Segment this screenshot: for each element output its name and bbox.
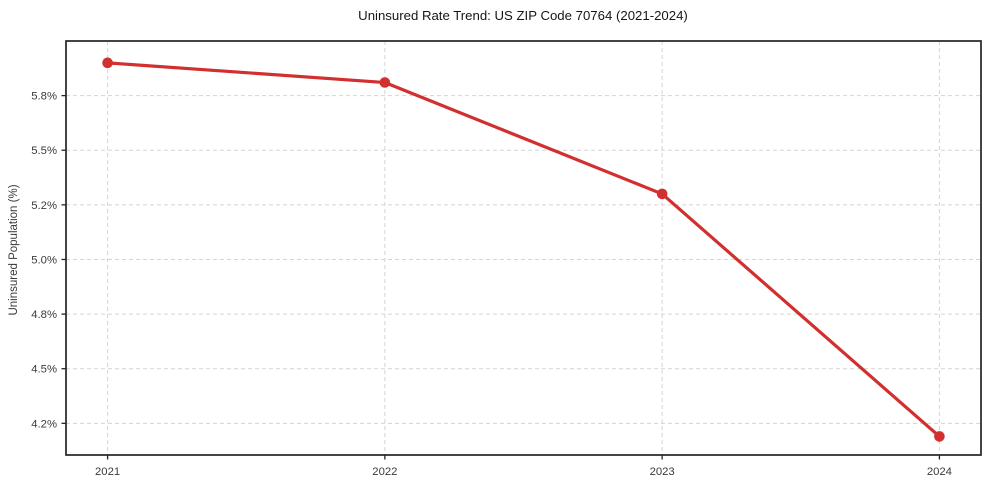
y-tick-label: 5.0% bbox=[31, 254, 57, 266]
y-tick-label: 4.5% bbox=[31, 364, 57, 376]
x-tick-label: 2024 bbox=[927, 466, 952, 478]
y-axis-label: Uninsured Population (%) bbox=[8, 184, 20, 315]
trend-line bbox=[105, 61, 942, 439]
y-tick-label: 4.8% bbox=[31, 309, 57, 321]
data-point-2024 bbox=[934, 431, 945, 442]
x-tick-label: 2023 bbox=[650, 466, 675, 478]
y-tick-label: 4.2% bbox=[31, 418, 57, 430]
data-point-2022 bbox=[379, 77, 391, 88]
data-point-2021 bbox=[102, 57, 113, 69]
chart-title: Uninsured Rate Trend: US ZIP Code 70764 … bbox=[358, 8, 688, 23]
data-point-2023 bbox=[656, 188, 668, 200]
plot-area: 5.8% 5.5% 5.2% 5.0% 4.8% 4.5% 4.2% 2021 2022 2023… bbox=[31, 40, 982, 478]
x-tick-label: 2021 bbox=[95, 466, 120, 478]
y-tick-label: 5.8% bbox=[31, 91, 57, 103]
plot-border bbox=[65, 40, 982, 456]
y-tick-label: 5.5% bbox=[31, 145, 57, 157]
x-tick-label: 2022 bbox=[372, 466, 397, 478]
y-tick-label: 5.2% bbox=[31, 200, 57, 212]
